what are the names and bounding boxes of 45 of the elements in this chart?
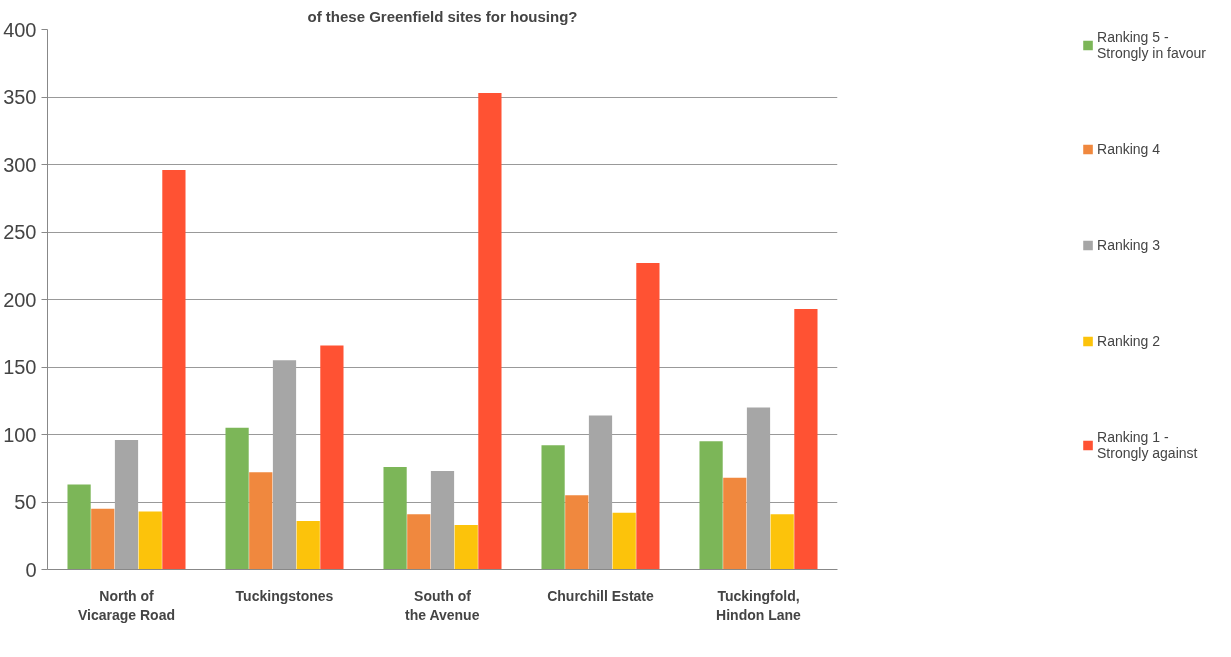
- legend-label: Ranking 5 - Strongly in favour: [1097, 29, 1206, 61]
- bar: [67, 484, 91, 570]
- x-tick-label: South of the Avenue: [405, 587, 480, 623]
- chart-title: of these Greenfield sites for housing?: [307, 7, 578, 25]
- bar: [114, 439, 139, 570]
- bar: [478, 92, 502, 570]
- bar: [320, 345, 344, 570]
- legend-label: Ranking 1 - Strongly against: [1097, 429, 1198, 461]
- legend-label: Ranking 3: [1097, 237, 1161, 253]
- bar: [770, 514, 794, 570]
- y-tick-label: 50: [14, 491, 37, 513]
- bar: [407, 514, 431, 570]
- bar: [699, 441, 723, 570]
- bar: [541, 445, 565, 570]
- x-tick-label: North of Vicarage Road: [78, 587, 176, 623]
- y-tick-label: 400: [3, 18, 37, 41]
- bar: [723, 477, 747, 570]
- y-tick-label: 150: [3, 356, 37, 378]
- bar: [746, 407, 771, 570]
- bar: [162, 169, 186, 570]
- legend-label: Ranking 4: [1097, 141, 1161, 157]
- legend-label: Ranking 2: [1097, 333, 1161, 349]
- bar: [91, 508, 115, 570]
- x-tick-label: Tuckingfold, Hindon Lane: [716, 587, 802, 623]
- bar: [383, 466, 407, 570]
- bar: [454, 524, 478, 570]
- y-tick-label: 0: [25, 558, 37, 581]
- bar: [794, 308, 818, 570]
- bar: [612, 512, 636, 570]
- bar: [138, 511, 162, 570]
- x-tick-label: Churchill Estate: [547, 587, 654, 604]
- y-tick-label: 200: [3, 288, 37, 311]
- y-tick-label: 250: [3, 221, 37, 243]
- bar: [296, 520, 320, 570]
- bar: [430, 470, 455, 570]
- x-tick-label: Tuckingstones: [235, 587, 334, 604]
- y-tick-label: 350: [3, 86, 37, 108]
- bar: [272, 360, 297, 570]
- bar: [565, 495, 589, 570]
- bar: [636, 263, 660, 570]
- y-tick-label: 100: [3, 423, 37, 446]
- bar: [249, 472, 273, 570]
- bar: [588, 415, 613, 570]
- bar: [225, 427, 249, 570]
- y-tick-label: 300: [3, 153, 37, 176]
